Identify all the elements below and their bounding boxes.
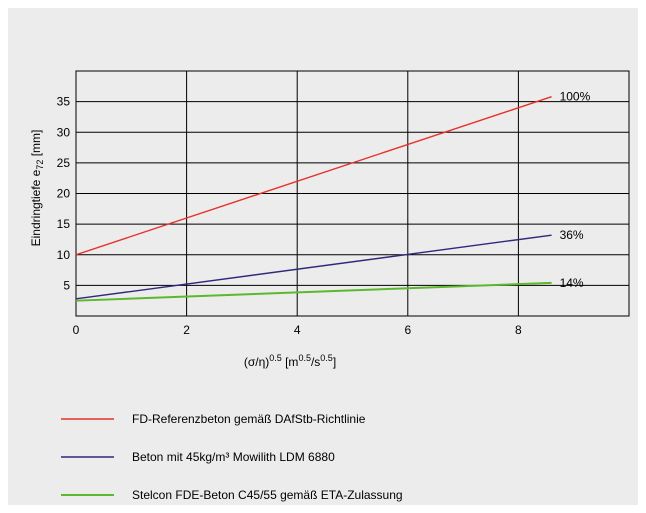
y-tick-label: 35 [57,95,71,109]
y-axis-title: Eindringtiefe e72 [mm] [29,130,45,247]
y-tick-label: 30 [57,125,71,139]
x-tick-label: 4 [294,323,301,337]
y-tick-label: 15 [57,217,71,231]
legend: FD-Referenzbeton gemäß DAfStb-Richtlinie… [61,412,403,502]
legend-label: FD-Referenzbeton gemäß DAfStb-Richtlinie [132,412,366,426]
x-axis-title: (σ/η)0.5 [m0.5/s0.5] [244,353,336,369]
y-tick-label: 25 [57,156,71,170]
legend-label: Stelcon FDE-Beton C45/55 gemäß ETA-Zulas… [132,488,403,502]
series-end-label: 100% [560,90,591,104]
series-line [76,97,552,255]
ticks: 0 2 4 6 8 5 10 15 20 25 30 35 [57,95,522,337]
y-tick-label: 10 [57,248,71,262]
series-end-label: 14% [560,276,584,290]
x-tick-label: 8 [515,323,522,337]
grid [76,71,629,316]
y-tick-label: 5 [63,278,70,292]
x-tick-label: 6 [404,323,411,337]
x-tick-label: 2 [183,323,190,337]
series: 100% 36% 14% [76,90,591,301]
series-line [76,235,552,299]
series-end-label: 36% [560,228,584,242]
x-tick-label: 0 [73,323,80,337]
legend-label: Beton mit 45kg/m³ Mowilith LDM 6880 [132,450,335,464]
y-tick-label: 20 [57,187,71,201]
